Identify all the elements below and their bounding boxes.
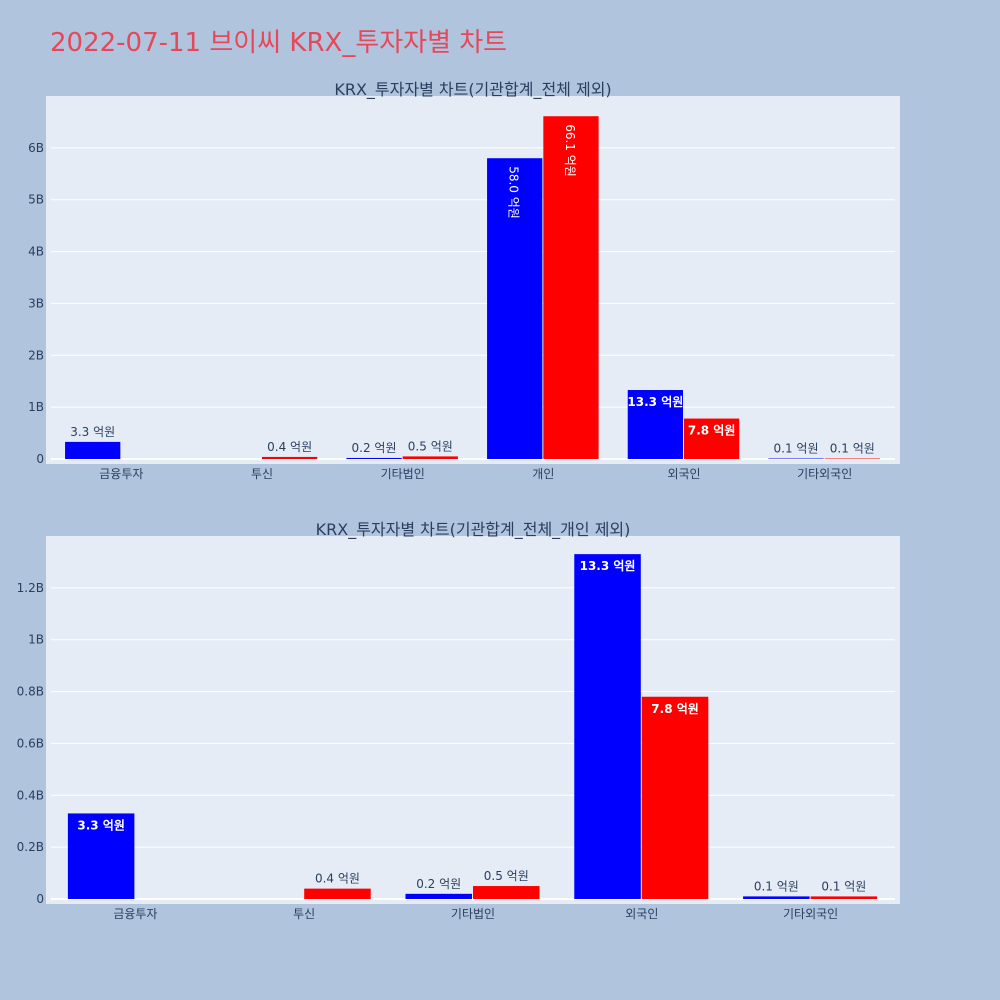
bar xyxy=(743,896,810,899)
x-tick-label: 개인 xyxy=(532,467,554,481)
bar xyxy=(346,457,402,459)
bar xyxy=(641,696,709,899)
bar xyxy=(684,418,740,459)
y-tick-label: 0.4B xyxy=(17,788,44,802)
plot-area xyxy=(46,96,900,464)
data-label: 0.2 억원 xyxy=(416,877,461,891)
bar xyxy=(262,456,318,459)
bar xyxy=(405,893,472,899)
x-tick-label: 기타법인 xyxy=(381,467,425,481)
data-label: 13.3 억원 xyxy=(580,559,636,573)
chart-title: KRX_투자자별 차트(기관합계_전체_개인 제외) xyxy=(316,520,631,540)
y-tick-label: 3B xyxy=(28,296,44,310)
y-tick-label: 1.2B xyxy=(17,581,44,595)
data-label: 0.5 억원 xyxy=(484,869,529,883)
data-label: 7.8 억원 xyxy=(688,424,736,438)
data-label: 0.4 억원 xyxy=(315,872,360,886)
bar xyxy=(67,813,135,899)
bar xyxy=(627,390,683,459)
y-tick-label: 6B xyxy=(28,141,44,155)
plot-area xyxy=(46,536,900,904)
y-tick-label: 1B xyxy=(28,400,44,414)
y-tick-label: 0 xyxy=(36,452,44,466)
data-label: 0.4 억원 xyxy=(267,440,312,454)
page-title: 2022-07-11 브이씨 KRX_투자자별 차트 xyxy=(50,28,508,58)
y-tick-label: 0.2B xyxy=(17,840,44,854)
data-label: 13.3 억원 xyxy=(627,395,683,409)
data-label: 0.1 억원 xyxy=(830,441,875,455)
bar xyxy=(65,441,121,459)
bar xyxy=(487,158,543,459)
data-label: 3.3 억원 xyxy=(70,425,115,439)
chart-title: KRX_투자자별 차트(기관합계_전체 제외) xyxy=(334,80,611,100)
bar xyxy=(768,458,824,459)
y-tick-label: 4B xyxy=(28,245,44,259)
x-tick-label: 기타외국인 xyxy=(797,467,852,481)
data-label: 7.8 억원 xyxy=(651,702,699,716)
y-tick-label: 0 xyxy=(36,892,44,906)
x-tick-label: 기타외국인 xyxy=(783,907,838,921)
x-tick-label: 기타법인 xyxy=(451,907,495,921)
x-tick-label: 금융투자 xyxy=(99,467,143,481)
data-label: 58.0 억원 xyxy=(507,166,521,219)
y-tick-label: 0.8B xyxy=(17,685,44,699)
y-tick-label: 2B xyxy=(28,348,44,362)
bar xyxy=(810,896,878,899)
x-tick-label: 외국인 xyxy=(667,467,700,481)
bar xyxy=(543,116,599,459)
data-label: 0.2 억원 xyxy=(352,441,397,455)
data-label: 3.3 억원 xyxy=(77,818,125,832)
data-label: 0.1 억원 xyxy=(774,441,819,455)
x-tick-label: 투신 xyxy=(293,907,315,921)
data-label: 0.5 억원 xyxy=(408,439,453,453)
bar xyxy=(574,554,641,899)
x-tick-label: 금융투자 xyxy=(113,907,157,921)
bar xyxy=(473,886,540,899)
y-tick-label: 5B xyxy=(28,193,44,207)
bar xyxy=(824,458,880,459)
bar-chart-top: KRX_투자자별 차트(기관합계_전체 제외) 0 1B 2B 3B 4B 5B 6B 3.3 … xyxy=(28,80,900,481)
bar xyxy=(304,888,371,899)
x-tick-label: 투신 xyxy=(251,467,273,481)
y-tick-label: 1B xyxy=(28,633,44,647)
bar xyxy=(402,456,458,459)
data-label: 0.1 억원 xyxy=(754,879,799,893)
data-label: 0.1 억원 xyxy=(821,879,866,893)
y-tick-label: 0.6B xyxy=(17,736,44,750)
data-label: 66.1 억원 xyxy=(563,124,577,177)
x-tick-label: 외국인 xyxy=(625,907,658,921)
